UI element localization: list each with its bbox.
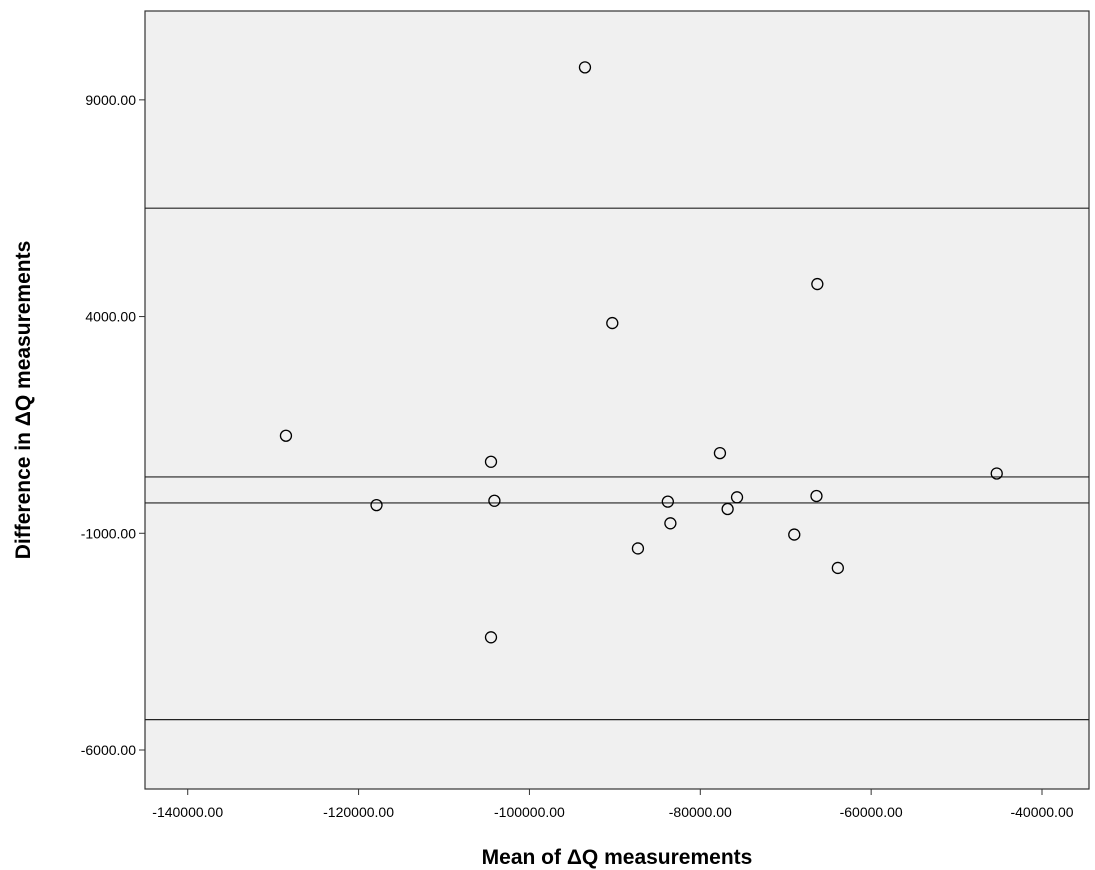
reference-lines	[145, 207, 1089, 721]
data-point-7	[370, 498, 383, 512]
data-point-2	[811, 277, 824, 291]
x-tick-label: -80000.00	[669, 804, 732, 820]
data-point-11	[810, 489, 823, 503]
data-point-9	[661, 495, 674, 508]
data-point-12	[721, 502, 734, 516]
x-axis: -140000.00 -120000.00 -100000.00 -80000.00 -…	[152, 789, 1074, 820]
x-tick-label: -120000.00	[323, 804, 394, 820]
data-point-3	[279, 429, 293, 442]
plot-area	[144, 10, 1090, 790]
x-tick-label: -60000.00	[840, 804, 903, 820]
y-tick-label: 9000.00	[85, 92, 136, 108]
data-point-17	[484, 631, 498, 644]
data-point-10	[730, 491, 744, 504]
y-tick-label: -6000.00	[81, 742, 136, 758]
x-axis-title: Mean of ΔQ measurements	[482, 846, 753, 869]
data-point-1	[606, 316, 619, 330]
y-axis: 9000.00 4000.00 -1000.00 -6000.00	[81, 92, 145, 758]
y-tick-label: 4000.00	[85, 309, 136, 325]
data-point-0	[578, 61, 592, 74]
x-tick-label: -140000.00	[152, 804, 223, 820]
data-point-4	[484, 455, 498, 468]
data-point-8	[488, 494, 501, 507]
y-tick-label: -1000.00	[81, 525, 136, 541]
data-point-14	[788, 528, 801, 541]
data-point-16	[831, 561, 844, 575]
data-point-6	[990, 467, 1003, 480]
y-axis-title: Difference in ΔQ measurements	[12, 241, 35, 560]
x-tick-label: -40000.00	[1010, 804, 1073, 820]
x-tick-label: -100000.00	[494, 804, 565, 820]
data-point-5	[713, 446, 727, 460]
data-point-13	[664, 517, 677, 530]
data-point-15	[631, 542, 645, 555]
data-points	[279, 61, 1003, 644]
